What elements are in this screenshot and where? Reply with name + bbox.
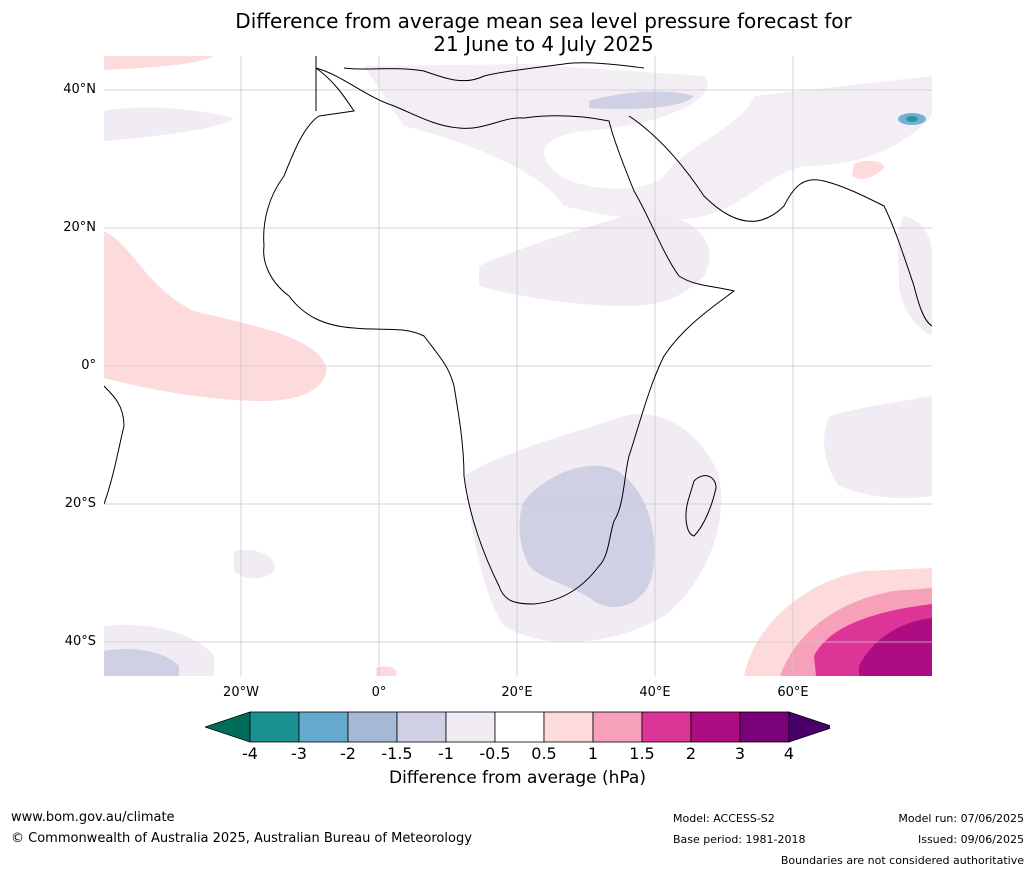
colorbar — [205, 711, 830, 743]
anomaly-region-himalaya-pink — [852, 160, 884, 179]
colorbar-label: Difference from average (hPa) — [389, 768, 646, 788]
anomaly-region-sahel — [479, 214, 710, 306]
lon-label-60e: 60°E — [777, 685, 809, 700]
anomaly-region-turkey — [589, 91, 694, 110]
coastlines — [104, 56, 932, 605]
footer-model: Model: ACCESS-S2 — [673, 812, 775, 825]
colorbar-tick-label: -4 — [242, 744, 258, 763]
colorbar-segment — [641, 711, 692, 743]
colorbar-segment — [543, 711, 594, 743]
anomaly-region-southwest-blue — [104, 649, 179, 676]
colorbar-tick-label: 1 — [587, 744, 599, 763]
anomaly-region-south-atlantic — [234, 549, 275, 579]
footer-issued: Issued: 09/06/2025 — [917, 833, 1024, 846]
lon-label-20w: 20°W — [223, 685, 259, 700]
lat-label-0: 0° — [81, 358, 96, 373]
madagascar-coastline — [685, 475, 717, 537]
colorbar-segment — [739, 711, 790, 743]
footer-disclaimer: Boundaries are not considered authoritat… — [780, 854, 1024, 867]
colorbar-tick-label: -1 — [438, 744, 454, 763]
south-america-coastline — [104, 385, 125, 505]
colorbar-tick-label: -1.5 — [381, 744, 413, 763]
footer-copyright: © Commonwealth of Australia 2025, Austra… — [11, 831, 472, 846]
footer-base-period: Base period: 1981-2018 — [673, 833, 806, 846]
anomaly-shading — [104, 56, 932, 676]
colorbar-segment — [298, 711, 349, 743]
colorbar-tick-label: 2 — [685, 744, 697, 763]
europe-coastline — [315, 56, 645, 111]
colorbar-tick-label: 3 — [734, 744, 746, 763]
anomaly-region-arabian-sea — [897, 216, 932, 336]
footer-website: www.bom.gov.au/climate — [11, 810, 175, 825]
colorbar-under-triangle — [205, 711, 251, 743]
lon-label-20e: 20°E — [501, 685, 533, 700]
lat-label-40s: 40°S — [64, 634, 96, 649]
arabia-coastline — [628, 115, 932, 327]
lat-label-20s: 20°S — [64, 496, 96, 511]
colorbar-segment — [396, 711, 447, 743]
colorbar-tick-label: -2 — [340, 744, 356, 763]
colorbar-segment — [249, 711, 300, 743]
anomaly-region-north-atlantic — [104, 107, 234, 141]
anomaly-region-mediterranean — [364, 64, 932, 221]
map-panel — [104, 56, 932, 676]
africa-coastline — [263, 67, 736, 605]
anomaly-region-north-atlantic-pink — [104, 56, 214, 70]
colorbar-segment — [592, 711, 643, 743]
lon-label-40e: 40°E — [639, 685, 671, 700]
lat-label-20n: 20°N — [63, 220, 96, 235]
colorbar-segment — [494, 711, 545, 743]
colorbar-segment — [347, 711, 398, 743]
colorbar-tick-label: -0.5 — [479, 744, 511, 763]
anomaly-region-south-atlantic-pink — [376, 666, 397, 676]
graticule — [104, 56, 932, 676]
colorbar-segment — [690, 711, 741, 743]
colorbar-segment — [445, 711, 496, 743]
colorbar-over-triangle — [788, 711, 830, 743]
anomaly-region-tropical-atlantic — [104, 231, 327, 401]
lon-label-0: 0° — [371, 685, 387, 700]
footer-model-run: Model run: 07/06/2025 — [898, 812, 1024, 825]
lat-label-40n: 40°N — [63, 82, 96, 97]
anomaly-region-southern-indian-ocean-4 — [859, 618, 932, 676]
colorbar-tick-label: 1.5 — [629, 744, 655, 763]
chart-title-line1: Difference from average mean sea level p… — [235, 9, 852, 33]
colorbar-tick-label: 0.5 — [531, 744, 557, 763]
colorbar-tick-label: -3 — [291, 744, 307, 763]
anomaly-region-southern-africa — [519, 465, 655, 608]
chart-title-line2: 21 June to 4 July 2025 — [433, 32, 654, 56]
colorbar-tick-label: 4 — [783, 744, 795, 763]
anomaly-region-indian-ocean — [824, 396, 932, 498]
